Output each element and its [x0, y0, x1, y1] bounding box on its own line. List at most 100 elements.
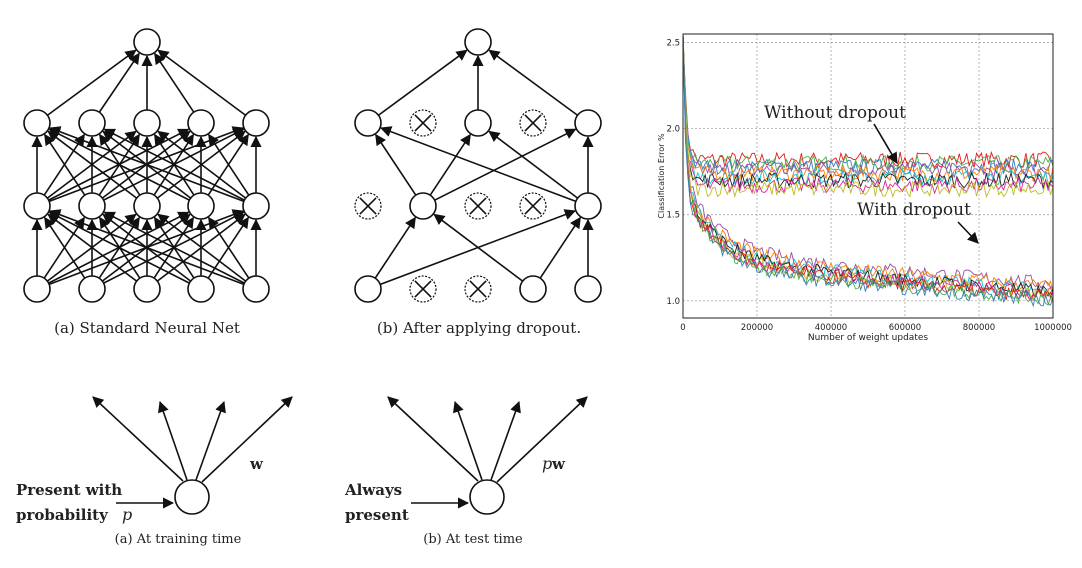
- series-line-with-dropout: [682, 33, 1054, 289]
- connection-arrow: [47, 130, 138, 199]
- connection-arrow: [377, 49, 468, 116]
- hidden-unit: [78, 192, 106, 220]
- y-tick-label: 2.0: [666, 125, 680, 135]
- input-unit: [574, 275, 602, 303]
- plot-frame: [682, 33, 1054, 319]
- dropped-unit-cross: [524, 197, 542, 215]
- dropped-unit-cross: [469, 280, 487, 298]
- standard-net-diagram: [23, 28, 270, 303]
- connection-arrow: [49, 126, 245, 203]
- hidden-unit: [78, 109, 106, 137]
- test-output-arrow: [453, 400, 483, 481]
- input-unit: [187, 275, 215, 303]
- connection-arrow: [429, 133, 471, 196]
- connection-arrow: [44, 216, 86, 279]
- connection-arrow: [47, 213, 138, 282]
- x-tick-label: 200000: [741, 323, 773, 333]
- input-unit: [354, 275, 382, 303]
- test-input-label-line1: Always: [344, 481, 402, 499]
- x-tick-label: 600000: [889, 323, 921, 333]
- series-line-without-dropout: [682, 33, 1054, 180]
- x-tick-label: 400000: [815, 323, 847, 333]
- x-tick-label: 800000: [963, 323, 995, 333]
- test-input-label-line2: present: [345, 506, 409, 524]
- series-line-with-dropout: [682, 33, 1054, 308]
- connection-arrow: [208, 133, 250, 196]
- training-output-arrow: [201, 396, 293, 483]
- hidden-unit: [187, 109, 215, 137]
- connection-arrow: [539, 216, 581, 279]
- connection-arrow: [46, 49, 137, 116]
- series-line-without-dropout: [682, 33, 1054, 195]
- training-neuron: [174, 479, 210, 515]
- y-tick-label: 1.0: [666, 297, 680, 307]
- test-caption: (b) At test time: [423, 532, 523, 547]
- hidden-unit: [133, 109, 161, 137]
- hidden-unit: [133, 192, 161, 220]
- annotation-without-dropout: Without dropout: [764, 103, 906, 123]
- training-time-diagram: w Present with probability p (a) At trai…: [16, 396, 293, 547]
- input-unit: [23, 275, 51, 303]
- connection-arrow: [374, 216, 416, 279]
- dropped-unit-cross: [414, 280, 432, 298]
- test-output-arrow: [387, 396, 479, 482]
- training-probability-var: p: [122, 505, 132, 524]
- y-axis-label: Classification Error %: [657, 133, 666, 219]
- training-weight-label: w: [249, 455, 264, 473]
- series-line-without-dropout: [682, 41, 1054, 169]
- standard-net-caption: (a) Standard Neural Net: [54, 319, 240, 337]
- connection-arrow: [488, 130, 579, 199]
- input-unit: [133, 275, 161, 303]
- connection-arrow: [157, 49, 247, 116]
- dropped-unit-cross: [414, 114, 432, 132]
- series-line-without-dropout: [682, 33, 1054, 172]
- connection-arrow: [103, 211, 245, 284]
- hidden-unit: [242, 109, 270, 137]
- test-output-arrow: [490, 400, 521, 481]
- test-weight-var: p: [542, 454, 552, 473]
- y-tick-label: 2.5: [666, 39, 680, 49]
- input-unit: [519, 275, 547, 303]
- connection-arrow: [157, 130, 247, 199]
- connection-arrow: [103, 128, 245, 201]
- hidden-unit: [354, 109, 382, 137]
- connection-arrow: [48, 128, 190, 201]
- input-unit: [78, 275, 106, 303]
- test-output-arrow: [496, 396, 588, 483]
- connection-arrow: [375, 133, 417, 196]
- hidden-unit: [23, 192, 51, 220]
- hidden-unit: [242, 192, 270, 220]
- connection-arrow: [208, 216, 250, 279]
- hidden-unit: [409, 192, 437, 220]
- dropout-net-diagram: [354, 28, 602, 303]
- dropped-unit-cross: [359, 197, 377, 215]
- annotation-arrow: [957, 221, 979, 244]
- error-chart: 0 200000 400000 600000 800000 1000000 1.0 1.5 2.…: [657, 33, 1072, 343]
- input-unit: [242, 275, 270, 303]
- training-input-label-line2: probability: [16, 506, 109, 524]
- x-tick-label: 1000000: [1034, 323, 1072, 333]
- training-output-arrow: [195, 400, 226, 481]
- connection-arrow: [154, 52, 195, 113]
- connection-arrow: [433, 213, 524, 282]
- test-weight-label: w: [551, 455, 566, 473]
- series-line-without-dropout: [682, 35, 1054, 183]
- training-output-arrow: [158, 400, 188, 481]
- hidden-unit: [464, 109, 492, 137]
- connection-arrow: [157, 213, 247, 282]
- test-neuron: [469, 479, 505, 515]
- output-unit: [464, 28, 492, 56]
- connection-arrow: [49, 209, 245, 286]
- hidden-unit: [187, 192, 215, 220]
- hidden-unit: [574, 109, 602, 137]
- connection-arrow: [48, 211, 190, 284]
- annotation-with-dropout: With dropout: [857, 200, 971, 220]
- series-line-without-dropout: [682, 33, 1054, 199]
- y-tick-label: 1.5: [666, 211, 680, 221]
- connection-arrow: [488, 49, 579, 116]
- connection-arrow: [44, 133, 86, 196]
- connection-arrow: [434, 128, 577, 201]
- series-line-with-dropout: [682, 35, 1054, 300]
- annotation-arrow: [873, 123, 898, 164]
